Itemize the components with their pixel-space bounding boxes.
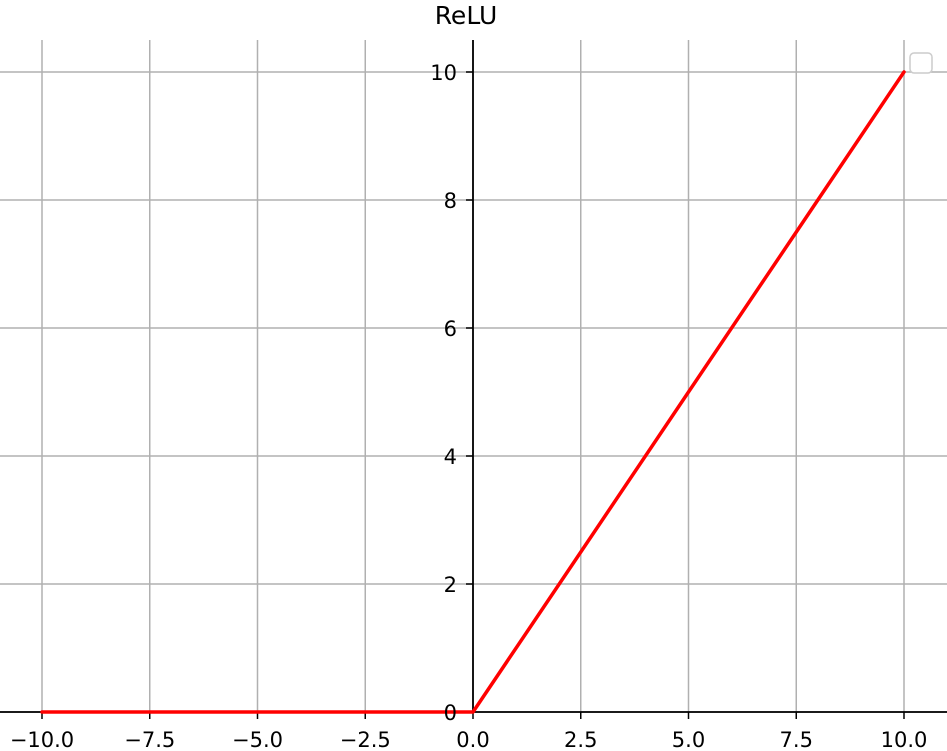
series-group bbox=[40, 70, 906, 714]
x-tick-label: −5.0 bbox=[232, 728, 283, 751]
x-tick-label: −10.0 bbox=[10, 728, 74, 751]
y-tick-label: 10 bbox=[430, 61, 457, 85]
y-tick-label: 8 bbox=[444, 189, 457, 213]
y-tick-label: 2 bbox=[444, 573, 457, 597]
x-tick-label: 0.0 bbox=[456, 728, 489, 751]
x-tick-label: 5.0 bbox=[672, 728, 705, 751]
x-tick-label: 10.0 bbox=[881, 728, 928, 751]
y-tick-label: 4 bbox=[444, 445, 457, 469]
tick-labels: −10.0 −7.5 −5.0 −2.5 0.0 2.5 5.0 7.5 10.0 0 2 4 6 8 10 bbox=[10, 61, 928, 751]
axes bbox=[0, 40, 947, 719]
x-tick-label: 7.5 bbox=[780, 728, 813, 751]
y-tick-label: 0 bbox=[444, 701, 457, 725]
relu-series-line bbox=[40, 70, 906, 714]
x-tick-label: 2.5 bbox=[564, 728, 597, 751]
y-tick-label: 6 bbox=[444, 317, 457, 341]
x-tick-label: −2.5 bbox=[340, 728, 391, 751]
x-tick-label: −7.5 bbox=[124, 728, 175, 751]
legend-box bbox=[909, 52, 933, 74]
chart-title: ReLU bbox=[435, 1, 498, 30]
